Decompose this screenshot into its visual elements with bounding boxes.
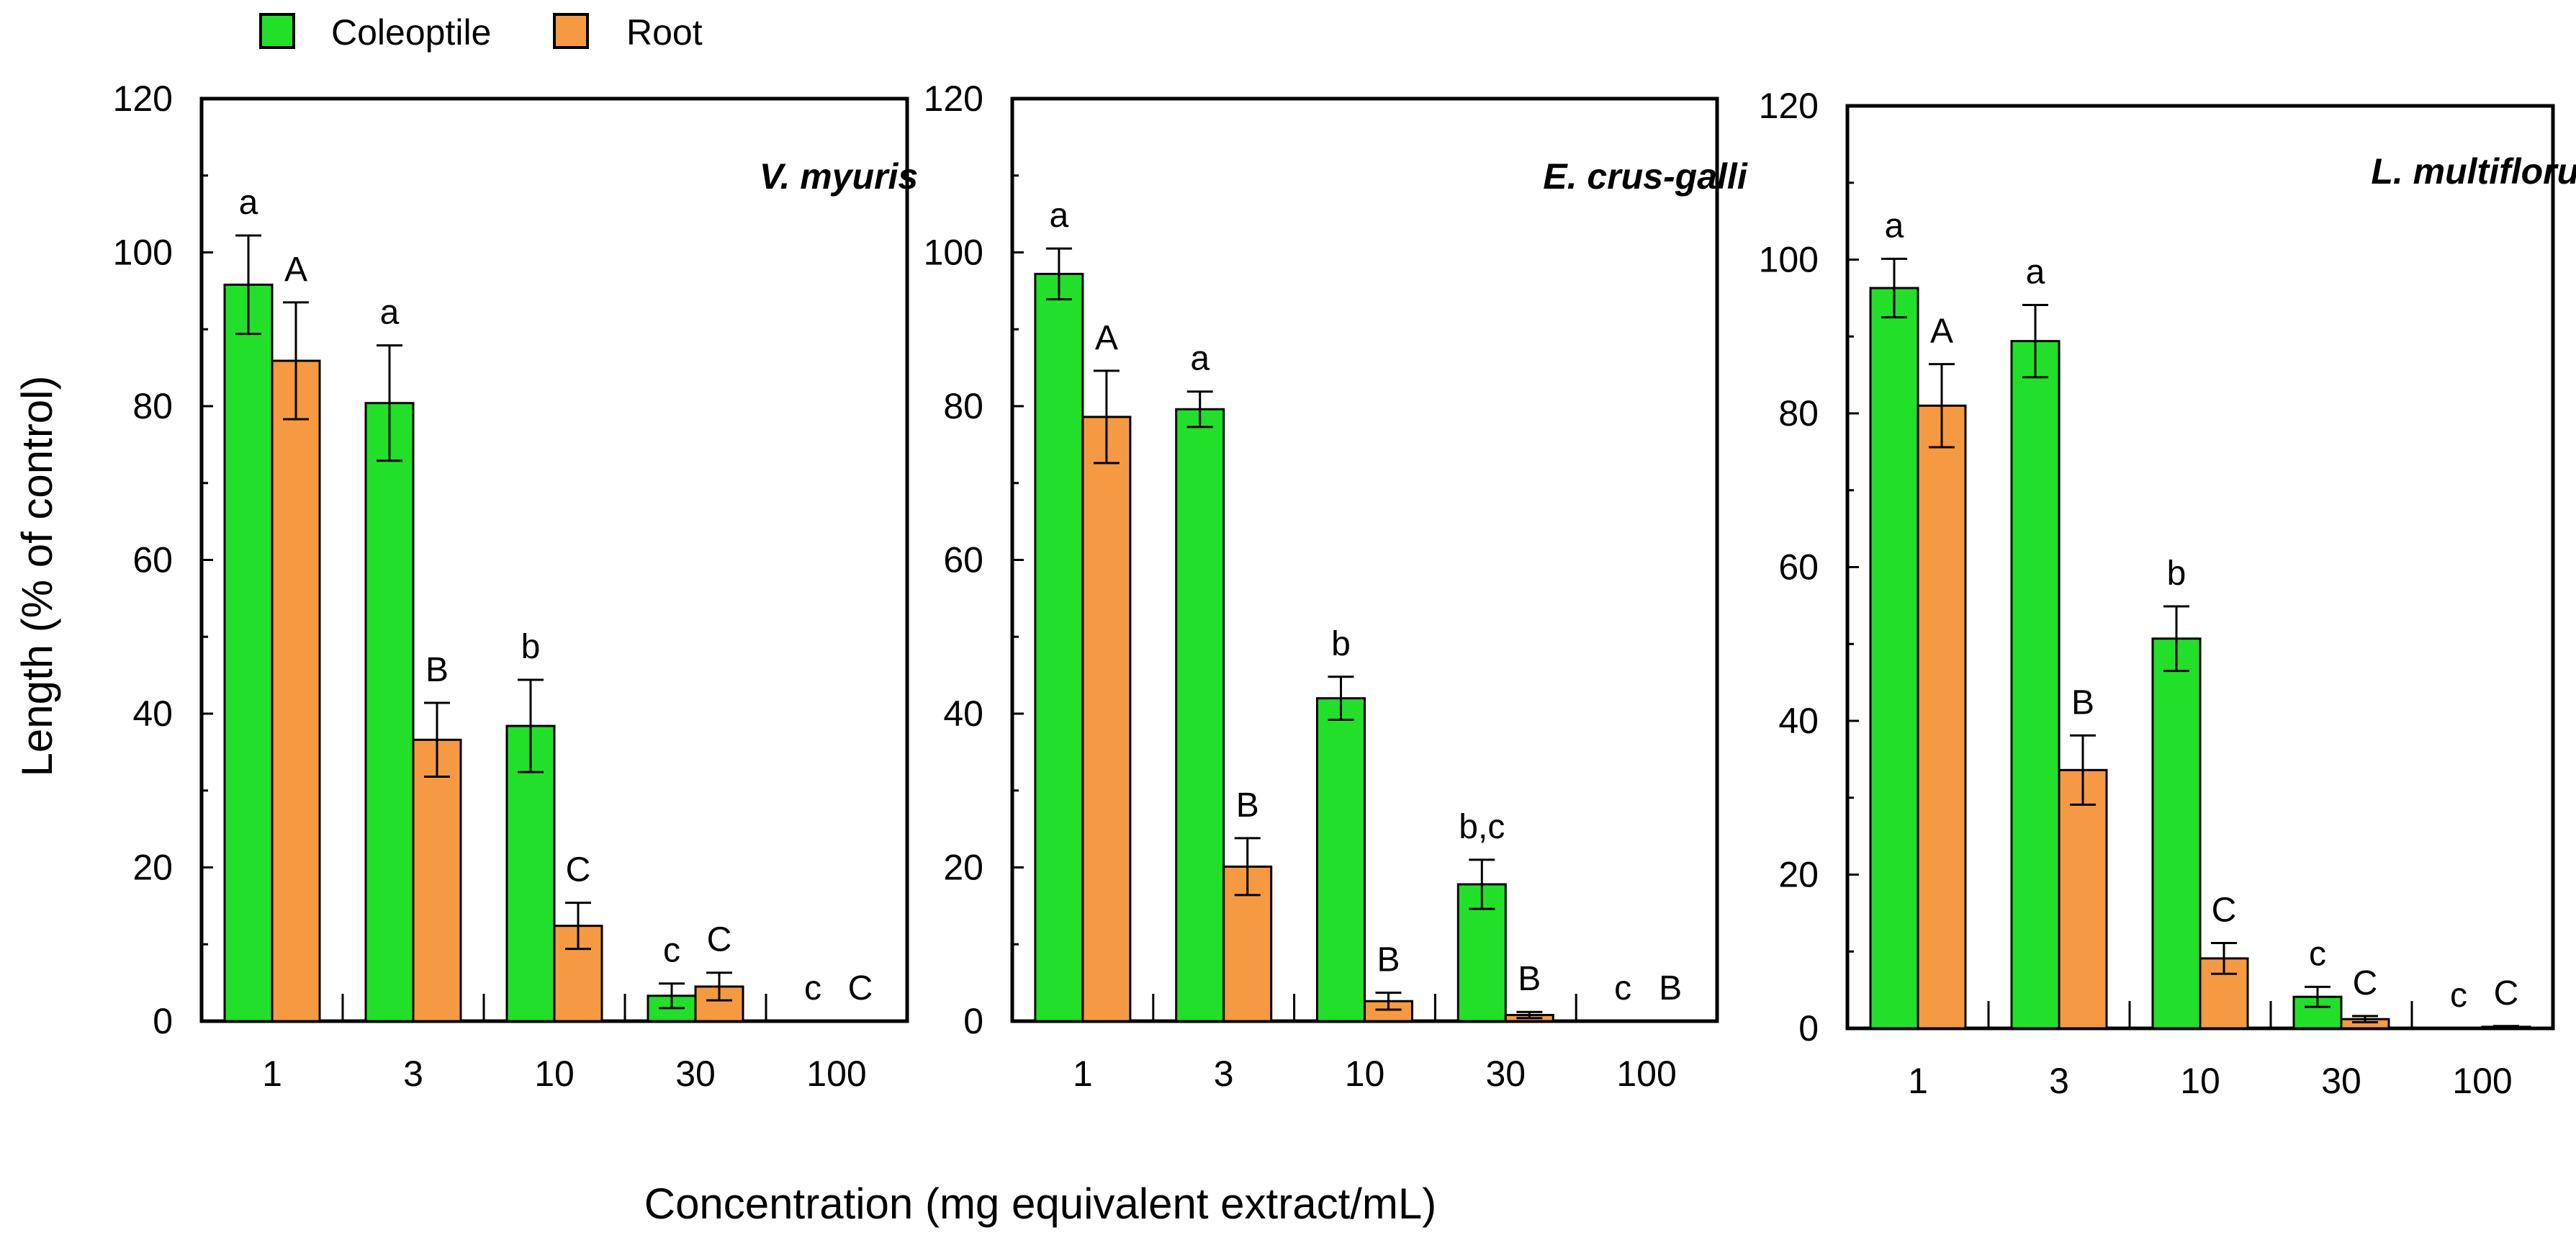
- x-tick-label: 10: [2180, 1061, 2220, 1101]
- y-tick-label: 120: [1759, 86, 1819, 126]
- panel-title: E. crus-galli: [1543, 156, 1748, 197]
- bar-coleoptile: [1869, 287, 1919, 1030]
- significance-letter: B: [1236, 786, 1259, 825]
- panel-title: L. multiflorum: [2371, 151, 2576, 192]
- significance-letter: B: [1659, 969, 1682, 1007]
- significance-letter: b: [2167, 555, 2187, 593]
- significance-letter: a: [2026, 253, 2045, 291]
- significance-letter: c: [1614, 969, 1631, 1007]
- x-axis-title: Concentration (mg equivalent extract/mL): [644, 1180, 1437, 1228]
- y-tick-label: 40: [943, 693, 983, 734]
- significance-letter: C: [2494, 974, 2519, 1013]
- panel-v-myuris: 0 20 40 60 80 100 120 1 3 10 30 100 a a b c c A B C C C V. myu…: [113, 78, 919, 1094]
- significance-letter: C: [848, 969, 873, 1007]
- bar-coleoptile: [505, 724, 556, 1023]
- y-axis-title: Length (% of control): [13, 376, 61, 777]
- y-tick-label: 0: [153, 1001, 173, 1041]
- y-tick-label: 100: [1759, 240, 1819, 280]
- bar-coleoptile: [1034, 272, 1084, 1023]
- x-tick-label: 10: [534, 1054, 575, 1094]
- y-tick-label: 120: [113, 78, 173, 119]
- bar-root: [271, 359, 321, 1023]
- significance-letter: b,c: [1459, 808, 1505, 846]
- significance-letter: c: [663, 932, 680, 970]
- significance-letter: C: [2212, 892, 2237, 930]
- x-tick-label: 3: [403, 1054, 423, 1094]
- significance-letter: A: [1930, 313, 1953, 351]
- y-tick-label: 20: [943, 848, 983, 888]
- legend-swatch-root: [553, 13, 589, 49]
- x-tick-label: 10: [1345, 1054, 1385, 1094]
- y-tick-label: 60: [943, 540, 983, 580]
- y-tick-label: 60: [132, 540, 173, 580]
- significance-letter: C: [707, 921, 732, 959]
- bar-coleoptile: [1316, 697, 1366, 1023]
- x-tick-label: 1: [262, 1054, 282, 1094]
- legend-swatch-coleoptile: [259, 13, 295, 49]
- panel-title: V. myuris: [760, 156, 919, 197]
- bar-root: [1917, 404, 1967, 1030]
- y-tick-label: 20: [132, 848, 173, 888]
- y-tick-label: 0: [963, 1001, 983, 1041]
- significance-letter: a: [1885, 207, 1904, 245]
- y-tick-label: 120: [924, 78, 983, 119]
- significance-letter: b: [521, 628, 541, 666]
- y-tick-label: 100: [924, 233, 983, 273]
- significance-letter: C: [2353, 964, 2378, 1002]
- x-tick-label: 1: [1073, 1054, 1093, 1094]
- significance-letter: a: [1050, 197, 1069, 235]
- bar-root: [412, 738, 462, 1023]
- x-tick-label: 100: [2452, 1061, 2512, 1101]
- significance-letter: c: [804, 969, 821, 1007]
- significance-letter: B: [425, 651, 449, 689]
- significance-letter: a: [239, 184, 258, 222]
- y-tick-label: 20: [1778, 855, 1819, 895]
- x-tick-label: 100: [1616, 1054, 1676, 1094]
- bar-root: [2058, 768, 2108, 1030]
- significance-letter: A: [1095, 319, 1118, 357]
- legend: Coleoptile Root: [259, 12, 703, 53]
- x-tick-label: 100: [806, 1054, 866, 1094]
- significance-letter: B: [1377, 941, 1400, 979]
- significance-letter: A: [284, 251, 307, 289]
- y-tick-label: 40: [1778, 701, 1819, 741]
- x-tick-label: 30: [675, 1054, 716, 1094]
- significance-letter: c: [2309, 935, 2326, 973]
- x-tick-label: 1: [1908, 1061, 1928, 1101]
- bar-coleoptile: [364, 402, 415, 1023]
- x-tick-label: 3: [1214, 1054, 1234, 1094]
- significance-letter: B: [1518, 960, 1541, 998]
- significance-letter: B: [2071, 683, 2094, 722]
- x-tick-label: 30: [2321, 1061, 2361, 1101]
- y-tick-label: 80: [943, 386, 983, 426]
- y-tick-label: 40: [132, 693, 173, 734]
- y-tick-label: 80: [1778, 393, 1819, 434]
- significance-letter: a: [1190, 340, 1210, 378]
- bar-coleoptile: [223, 283, 274, 1023]
- x-tick-label: 3: [2049, 1061, 2069, 1101]
- bar-coleoptile: [1175, 408, 1225, 1023]
- legend-label-root: Root: [626, 12, 703, 53]
- y-tick-label: 80: [132, 386, 173, 426]
- bar-coleoptile: [2010, 340, 2061, 1030]
- significance-letter: C: [566, 851, 591, 889]
- panel-e-crus-galli: 0 20 40 60 80 100 120 1 3 10 30 100 a a b b,c c A B B B B E. c…: [924, 78, 1748, 1094]
- significance-letter: c: [2450, 977, 2467, 1015]
- x-tick-label: 30: [1485, 1054, 1526, 1094]
- significance-letter: b: [1331, 625, 1351, 663]
- y-tick-label: 60: [1778, 547, 1819, 588]
- y-tick-label: 100: [113, 233, 173, 273]
- bar-coleoptile: [2151, 637, 2202, 1030]
- y-tick-label: 0: [1798, 1008, 1819, 1049]
- bar-root: [1081, 416, 1132, 1023]
- panel-l-multiflorum: 0 20 40 60 80 100 120 1 3 10 30 100 a a b c c A B C C C L. mul…: [1759, 86, 2576, 1101]
- significance-letter: a: [380, 294, 400, 332]
- legend-label-coleoptile: Coleoptile: [331, 12, 491, 53]
